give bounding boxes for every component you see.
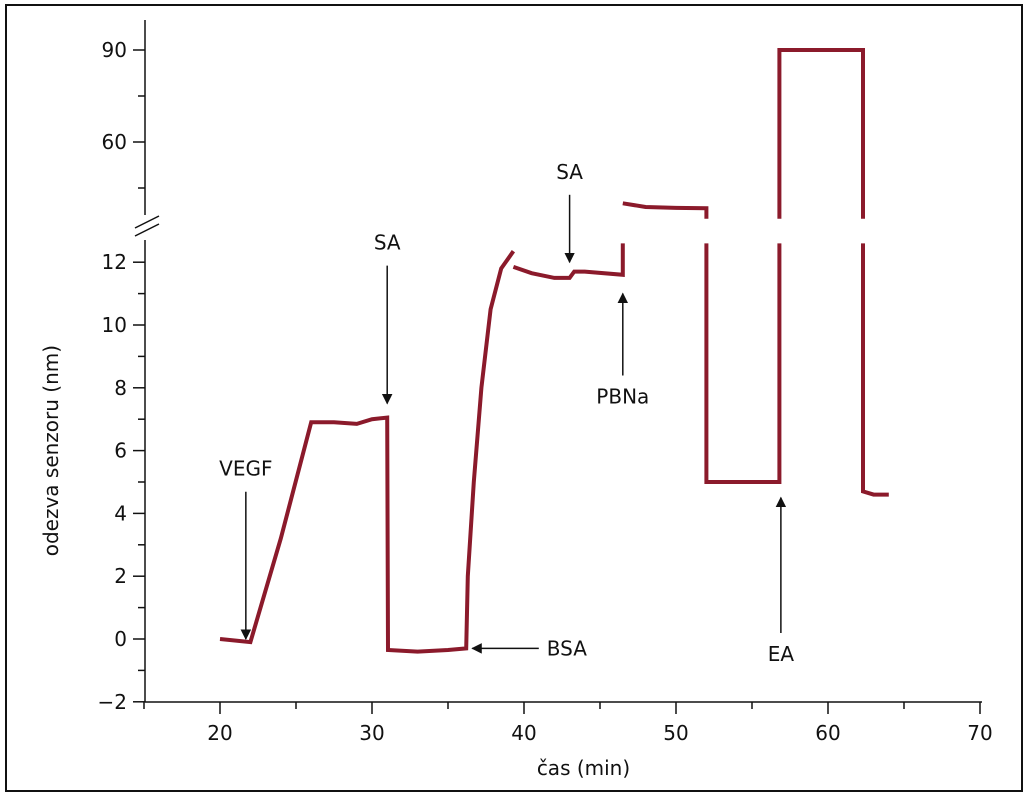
x-tick-label: 40	[511, 721, 536, 745]
annotation-pbna-label: PBNa	[596, 385, 649, 409]
y-tick-label: 0	[114, 627, 127, 651]
x-tick-label: 70	[967, 721, 992, 745]
axis-break-mark	[134, 215, 160, 229]
annotation-bsa-label: BSA	[547, 636, 587, 660]
y-tick-label: 6	[114, 439, 127, 463]
series-line-segment	[622, 201, 709, 219]
y-tick-label: −2	[98, 690, 127, 714]
annotation-sa-label: SA	[374, 231, 401, 255]
y-tick-label: 4	[114, 501, 127, 525]
series-line-segment	[704, 243, 782, 484]
y-tick-label: 2	[114, 564, 127, 588]
x-axis-title: čas (min)	[537, 756, 630, 780]
x-tick-label: 20	[207, 721, 232, 745]
series-line-segment	[512, 243, 625, 280]
series-line-segment	[777, 48, 865, 219]
x-tick-label: 30	[359, 721, 384, 745]
annotation-sa-label: SA	[556, 160, 583, 184]
series-line-segment	[219, 250, 516, 654]
series-line-segment	[861, 243, 889, 497]
axis-break-mark	[134, 223, 160, 237]
chart-frame	[5, 4, 1023, 792]
y-axis-title: odezva senzoru (nm)	[39, 345, 63, 556]
x-tick-label: 60	[815, 721, 840, 745]
y-tick-label: 90	[102, 38, 127, 62]
series-group	[219, 48, 889, 654]
axes: 20 30 40 50 60 70 −2 0 2 4 6 8 10 12 60 90	[98, 20, 993, 745]
annotation-ea-label: EA	[768, 642, 795, 666]
annotations-group: VEGF SA BSA SA PBNa EA	[219, 160, 794, 666]
x-tick-label: 50	[663, 721, 688, 745]
y-tick-label: 60	[102, 130, 127, 154]
y-tick-label: 8	[114, 376, 127, 400]
y-tick-label: 12	[102, 250, 127, 274]
y-tick-label: 10	[102, 313, 127, 337]
annotation-vegf-label: VEGF	[219, 457, 272, 481]
